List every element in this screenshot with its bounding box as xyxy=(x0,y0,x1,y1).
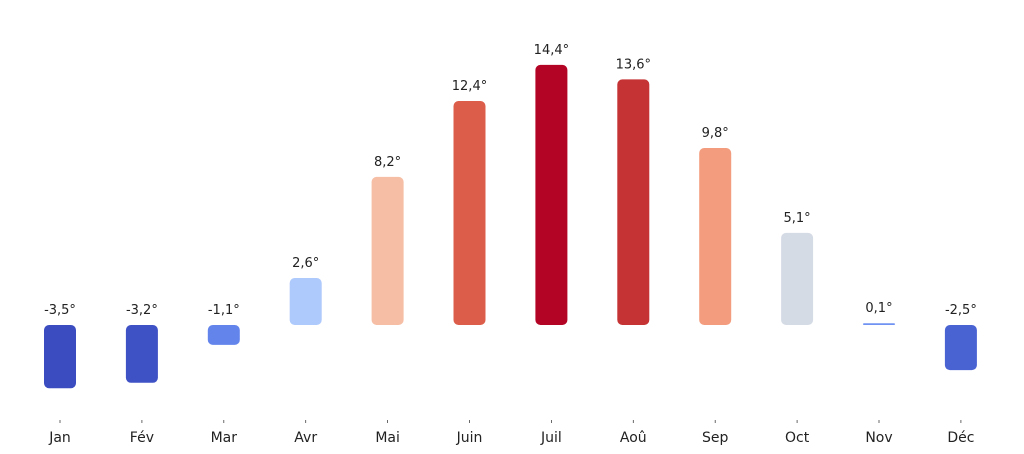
x-tick-label: Juil xyxy=(540,430,562,446)
x-tick-label: Déc xyxy=(947,430,974,446)
x-tick-label: Mar xyxy=(211,430,238,446)
value-label: 0,1° xyxy=(865,301,892,316)
bar-Aoû xyxy=(617,79,650,325)
value-label: 9,8° xyxy=(702,126,729,141)
value-label: 8,2° xyxy=(374,155,401,170)
value-label: -1,1° xyxy=(208,303,240,318)
bar-Juin xyxy=(453,101,486,325)
bar-Juil xyxy=(535,64,568,325)
value-label: -3,2° xyxy=(126,303,158,318)
x-tick-label: Avr xyxy=(294,430,317,446)
value-label: -3,5° xyxy=(44,303,76,318)
x-tick-label: Nov xyxy=(865,430,892,446)
bar-Fév xyxy=(125,325,158,383)
bar-Mai xyxy=(371,176,404,325)
x-tick-label: Aoû xyxy=(620,430,647,446)
value-label: 5,1° xyxy=(784,211,811,226)
value-label: 13,6° xyxy=(616,57,651,72)
value-label: -2,5° xyxy=(945,303,977,318)
x-tick-label: Jan xyxy=(48,430,71,446)
value-label: 14,4° xyxy=(534,43,569,58)
bar-Mar xyxy=(207,325,240,345)
x-tick-label: Mai xyxy=(375,430,400,446)
bar-Avr xyxy=(289,278,322,325)
value-label: 12,4° xyxy=(452,79,487,94)
bar-Nov xyxy=(863,323,895,325)
x-tick-label: Juin xyxy=(456,430,483,446)
bar-Jan xyxy=(44,325,76,389)
value-label: 2,6° xyxy=(292,256,319,271)
x-tick-label: Oct xyxy=(785,430,810,446)
bar-Déc xyxy=(944,325,977,371)
x-tick-label: Sep xyxy=(702,430,729,446)
bar-Sep xyxy=(699,148,732,325)
bar-Oct xyxy=(781,232,814,325)
x-tick-label: Fév xyxy=(130,430,154,446)
